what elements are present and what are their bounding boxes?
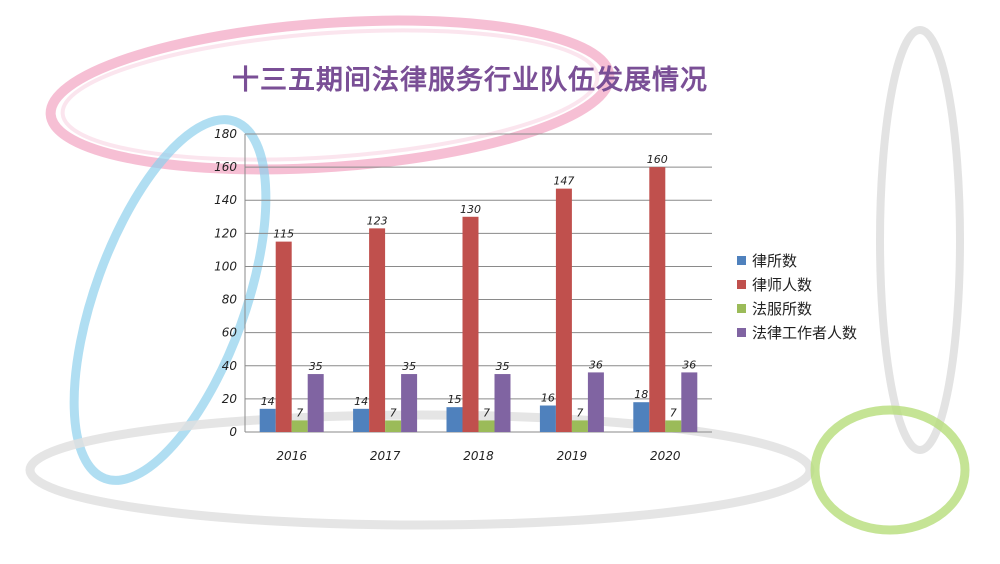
- y-tick-label: 80: [222, 293, 238, 307]
- bar: [633, 402, 650, 432]
- bar: [446, 407, 463, 432]
- bar: [494, 374, 511, 432]
- data-label: 36: [682, 358, 696, 371]
- legend-swatch: [737, 303, 746, 313]
- data-label: 14: [261, 395, 275, 408]
- data-label: 7: [670, 406, 677, 419]
- legend-swatch: [737, 327, 746, 337]
- bar: [681, 372, 698, 432]
- data-label: 14: [354, 395, 368, 408]
- x-tick-label: 2018: [463, 449, 494, 463]
- legend-label: 法律工作者人数: [752, 323, 858, 342]
- legend-swatch: [737, 255, 746, 265]
- data-label: 123: [367, 214, 388, 227]
- bar: [555, 188, 572, 432]
- data-label: 160: [647, 153, 668, 166]
- legend-label: 律所数: [752, 251, 798, 270]
- legend-swatch: [737, 279, 746, 289]
- legend-label: 法服所数: [752, 299, 813, 318]
- y-tick-label: 160: [214, 160, 237, 174]
- y-tick-label: 40: [222, 359, 238, 373]
- data-label: 18: [634, 388, 648, 401]
- bar: [369, 228, 386, 432]
- x-tick-label: 2020: [650, 449, 681, 463]
- data-label: 35: [496, 360, 510, 373]
- y-tick-label: 120: [214, 226, 237, 240]
- data-label: 7: [576, 406, 583, 419]
- bar: [587, 372, 604, 432]
- chart-legend: 律所数律师人数法服所数法律工作者人数: [737, 248, 857, 344]
- bar: [259, 408, 276, 432]
- bar: [307, 374, 324, 432]
- data-label: 147: [553, 175, 574, 188]
- bar: [385, 420, 402, 432]
- legend-item: 律所数: [737, 248, 857, 272]
- data-label: 15: [448, 393, 462, 406]
- data-label: 7: [296, 406, 303, 419]
- x-tick-label: 2017: [370, 449, 401, 463]
- y-tick-label: 100: [214, 259, 237, 273]
- legend-item: 法服所数: [737, 296, 857, 320]
- bar: [291, 420, 308, 432]
- bar: [462, 216, 479, 432]
- y-tick-label: 0: [229, 425, 237, 439]
- y-tick-label: 140: [214, 193, 237, 207]
- data-label: 115: [273, 228, 294, 241]
- legend-item: 法律工作者人数: [737, 320, 857, 344]
- y-tick-label: 180: [214, 127, 237, 141]
- data-label: 7: [390, 406, 397, 419]
- bar: [665, 420, 682, 432]
- bar: [478, 420, 495, 432]
- bar: [401, 374, 418, 432]
- data-label: 36: [589, 358, 603, 371]
- legend-item: 律师人数: [737, 272, 857, 296]
- x-tick-label: 2019: [557, 449, 588, 463]
- bar: [571, 420, 588, 432]
- x-tick-label: 2016: [276, 449, 307, 463]
- legend-label: 律师人数: [752, 275, 813, 294]
- y-tick-label: 20: [222, 392, 238, 406]
- bar: [649, 167, 666, 432]
- y-tick-label: 60: [222, 326, 238, 340]
- slide-title: 十三五期间法律服务行业队伍发展情况: [232, 65, 708, 96]
- bar: [539, 405, 556, 432]
- bar: [353, 408, 370, 432]
- bar: [275, 241, 292, 432]
- data-label: 16: [541, 392, 555, 405]
- data-label: 35: [402, 360, 416, 373]
- data-label: 7: [483, 406, 490, 419]
- data-label: 130: [460, 203, 481, 216]
- data-label: 35: [309, 360, 323, 373]
